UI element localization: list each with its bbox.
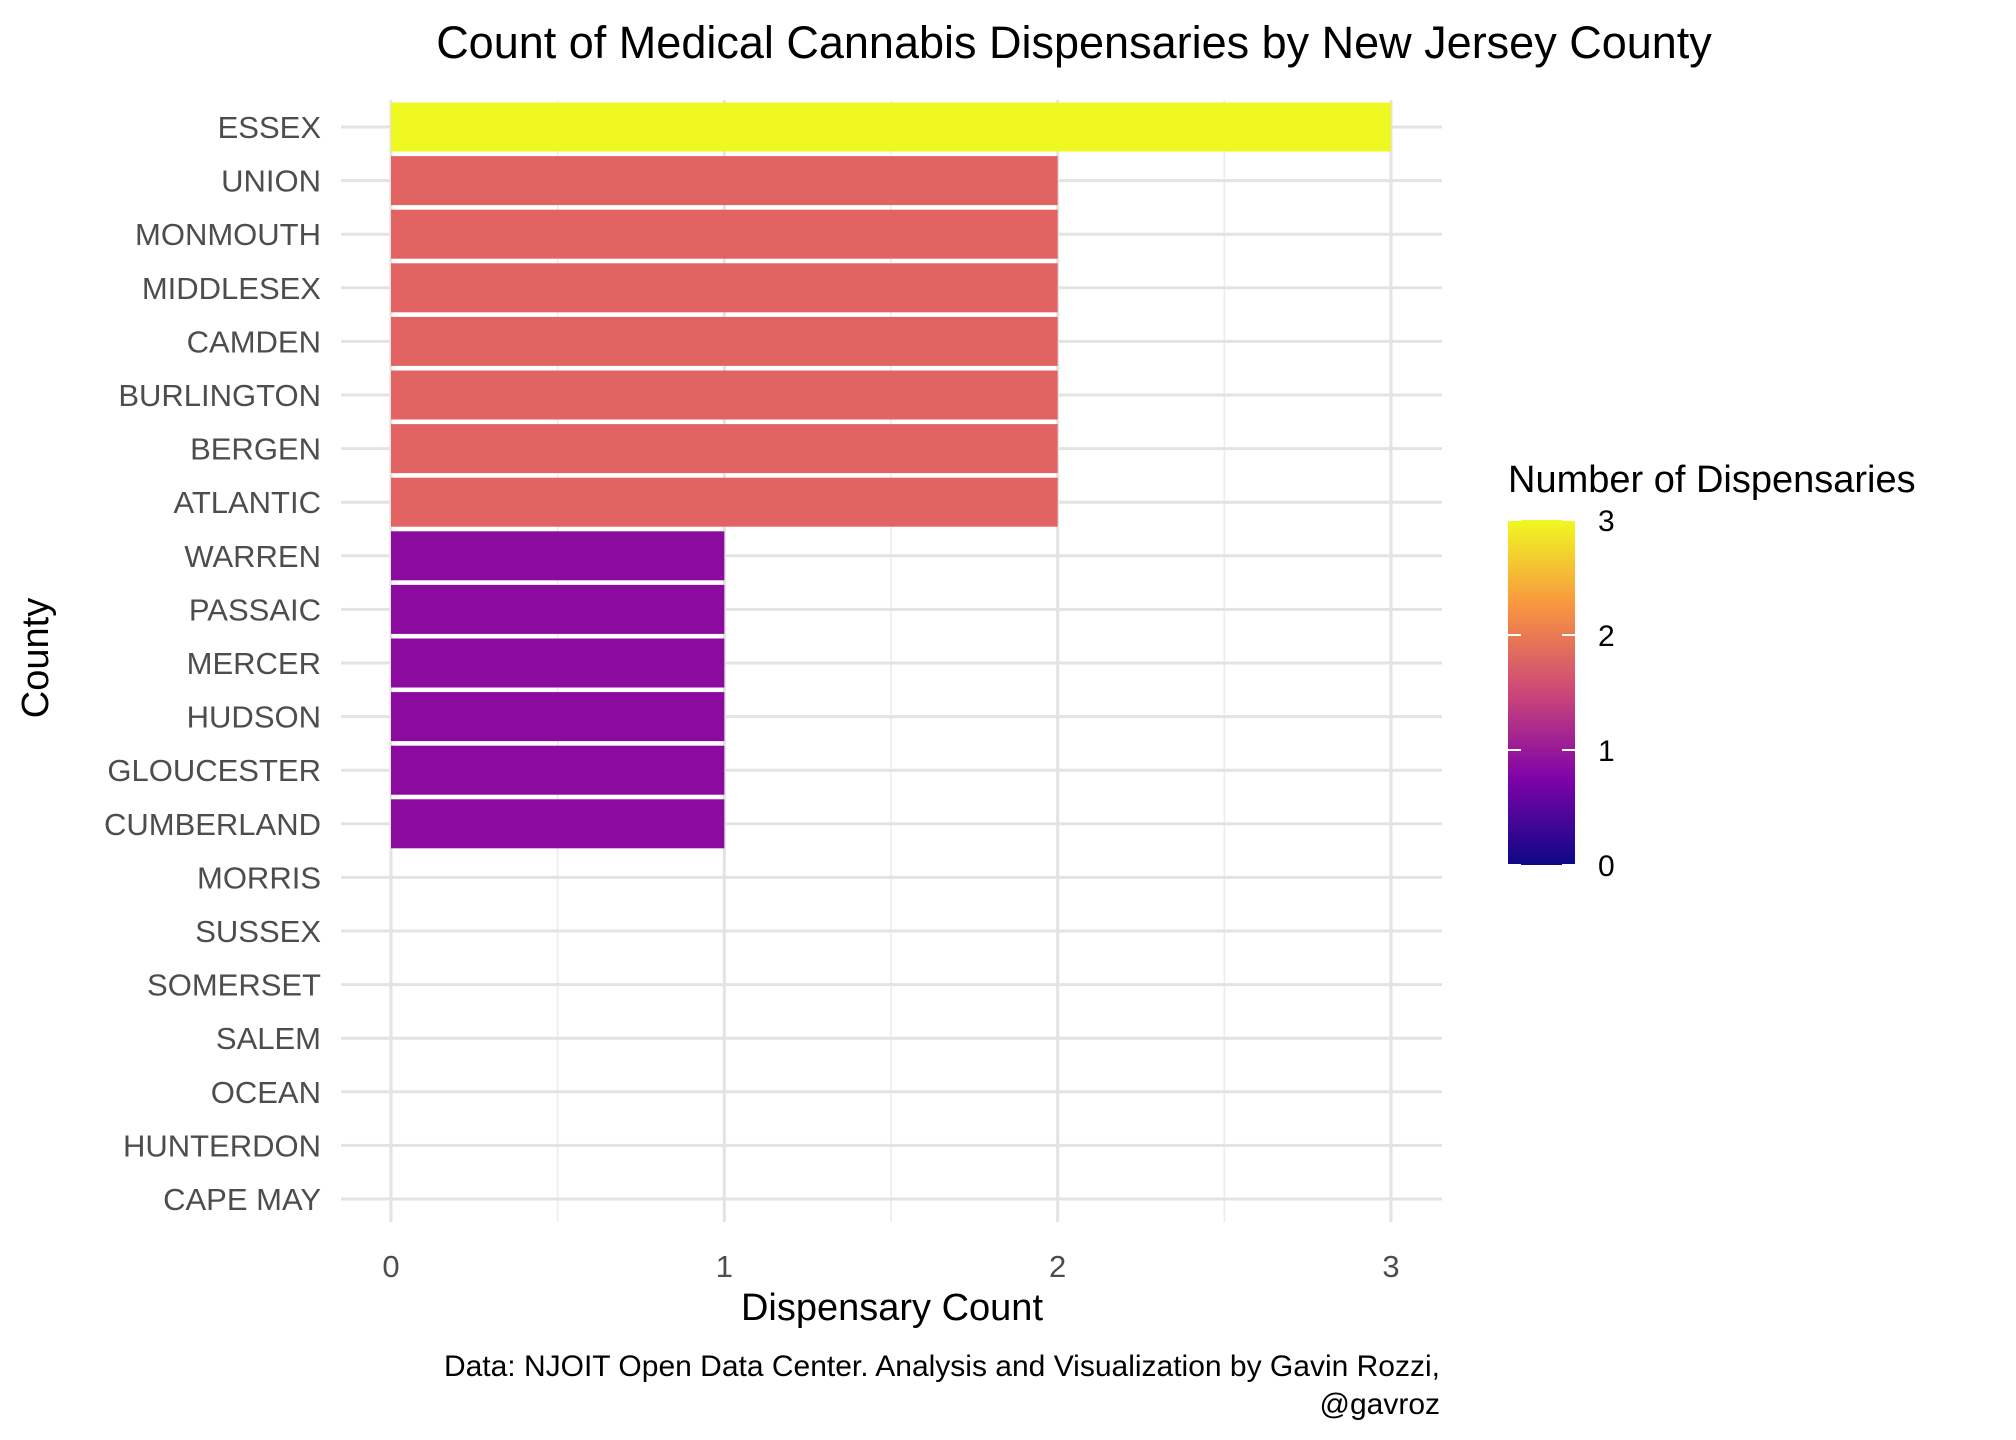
bar-passaic (391, 584, 725, 634)
caption-line-1: Data: NJOIT Open Data Center. Analysis a… (444, 1350, 1440, 1383)
y-tick-label: ATLANTIC (173, 485, 321, 520)
y-tick-label: HUNTERDON (123, 1128, 321, 1163)
bar-atlantic (391, 477, 1058, 527)
x-tick-label: 2 (1049, 1249, 1066, 1284)
bar-warren (391, 531, 725, 581)
bar-burlington (391, 370, 1058, 420)
bar-camden (391, 316, 1058, 366)
y-tick-label: WARREN (184, 539, 321, 574)
bar-monmouth (391, 209, 1058, 259)
y-tick-label: MORRIS (197, 860, 321, 895)
bar-hudson (391, 692, 725, 742)
bars (391, 102, 1391, 849)
y-tick-label: BERGEN (190, 432, 321, 467)
y-tick-label: OCEAN (211, 1075, 321, 1110)
bar-mercer (391, 638, 725, 688)
legend: Number of Dispensaries 3 2 1 0 (1508, 459, 1916, 883)
legend-label: 3 (1598, 505, 1615, 538)
y-tick-label: HUDSON (187, 700, 321, 735)
bar-middlesex (391, 263, 1058, 313)
x-axis-title: Dispensary Count (741, 1287, 1043, 1329)
bar-gloucester (391, 745, 725, 795)
y-tick-label: GLOUCESTER (107, 753, 321, 788)
y-tick-label: MERCER (187, 646, 321, 681)
legend-label: 0 (1598, 850, 1615, 883)
y-tick-label: MONMOUTH (135, 217, 321, 252)
y-tick-label: SUSSEX (195, 914, 321, 949)
y-tick-label: ESSEX (218, 110, 322, 145)
y-tick-label: UNION (221, 164, 321, 199)
legend-colorbar (1508, 520, 1575, 865)
y-tick-label: CAMDEN (187, 324, 321, 359)
chart-title: Count of Medical Cannabis Dispensaries b… (436, 17, 1712, 68)
y-tick-label: SOMERSET (147, 968, 321, 1003)
y-axis-title: County (15, 598, 57, 718)
x-tick-label: 3 (1382, 1249, 1399, 1284)
bar-essex (391, 102, 1391, 152)
y-tick-label: PASSAIC (189, 592, 321, 627)
x-tick-label: 1 (716, 1249, 733, 1284)
legend-label: 2 (1598, 620, 1615, 653)
y-tick-label: CAPE MAY (163, 1182, 321, 1217)
bar-cumberland (391, 799, 725, 849)
legend-label: 1 (1598, 735, 1615, 768)
bar-bergen (391, 424, 1058, 474)
y-tick-label: BURLINGTON (118, 378, 321, 413)
x-tick-label: 0 (382, 1249, 399, 1284)
legend-ticks: 3 2 1 0 (1508, 505, 1615, 883)
y-axis-tick-labels: ESSEX UNION MONMOUTH MIDDLESEX CAMDEN BURLING… (104, 110, 321, 1217)
y-tick-label: CUMBERLAND (104, 807, 321, 842)
y-tick-label: SALEM (216, 1021, 321, 1056)
x-axis-tick-labels: 0 1 2 3 (382, 1249, 1399, 1284)
bar-union (391, 156, 1058, 206)
y-tick-label: MIDDLESEX (142, 271, 321, 306)
caption-line-2: @gavroz (1320, 1388, 1441, 1421)
legend-title: Number of Dispensaries (1508, 459, 1916, 501)
